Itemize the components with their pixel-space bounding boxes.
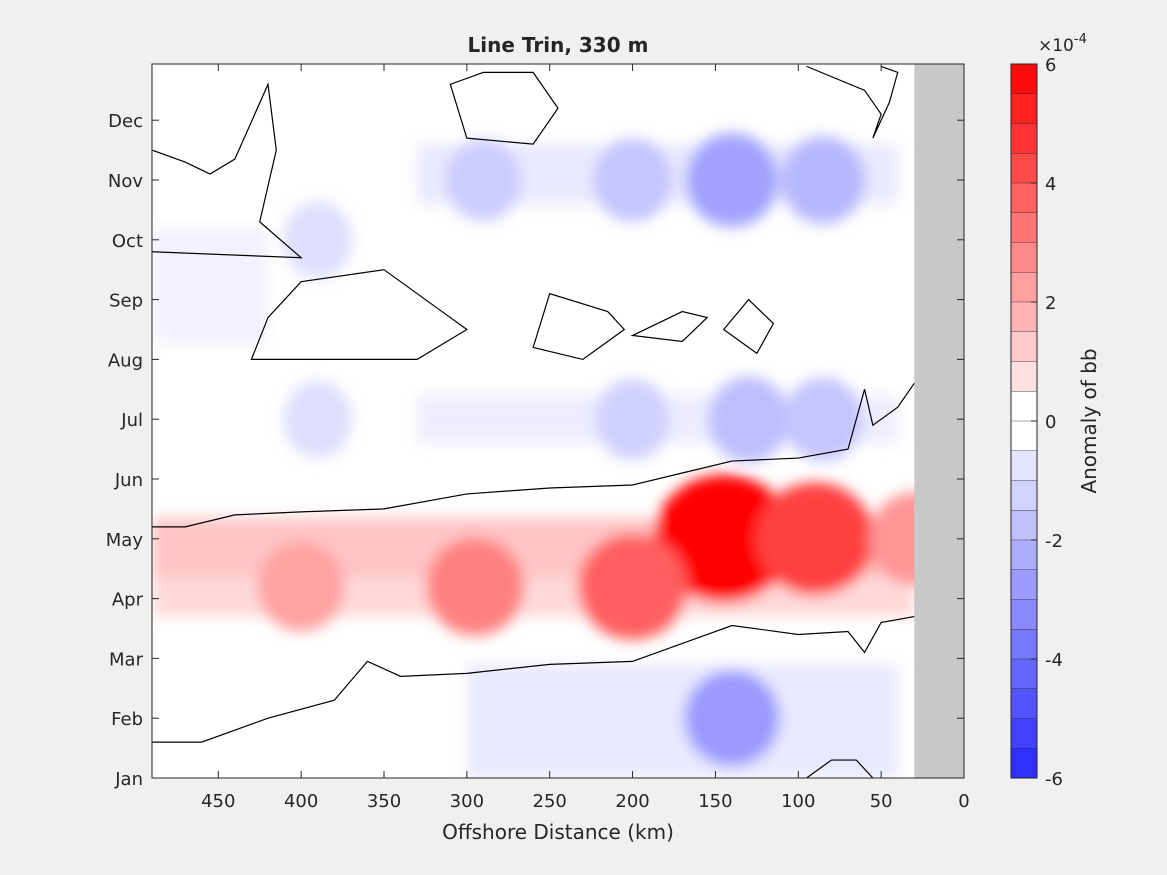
anomaly-blob — [283, 201, 353, 279]
zero-contour-line — [630, 310, 709, 343]
anomaly-blob — [445, 139, 522, 221]
colorbar-level — [1010, 272, 1038, 303]
colorbar-tick-label: 6 — [1045, 55, 1056, 76]
colorbar-level — [1010, 331, 1038, 362]
y-tick-label: Aug — [108, 350, 143, 371]
x-tick-label: 50 — [870, 791, 893, 812]
colorbar-level — [1010, 420, 1038, 452]
anomaly-blob — [595, 378, 670, 460]
colorbar-level — [1010, 450, 1038, 481]
x-tick-label: 150 — [698, 791, 732, 812]
colorbar-tick-label: -4 — [1045, 650, 1063, 671]
band-feb — [466, 664, 898, 778]
colorbar-label: Anomaly of bb — [1077, 348, 1101, 493]
zero-contour-line — [806, 759, 874, 778]
zero-contour-line — [722, 298, 775, 355]
x-axis-label: Offshore Distance (km) — [442, 820, 674, 844]
colorbar-level — [1010, 93, 1038, 124]
colorbar-level — [1010, 748, 1038, 779]
y-tick-label: Oct — [112, 231, 143, 252]
no-data-region — [914, 64, 964, 778]
x-tick-label: 450 — [201, 791, 235, 812]
x-axis: 450 400 350 300 250 200 150 100 50 0 — [201, 64, 970, 812]
y-tick-label: Feb — [111, 709, 143, 730]
zero-contour-line — [152, 615, 915, 743]
colorbar-level — [1010, 688, 1038, 719]
colorbar-level — [1010, 658, 1038, 690]
zero-contour-lines — [152, 65, 915, 778]
colorbar-level — [1010, 153, 1038, 184]
colorbar-tick-label: 2 — [1045, 293, 1056, 314]
x-tick-label: 400 — [284, 791, 318, 812]
chart-title: Line Trin, 330 m — [468, 33, 649, 57]
anomaly-blob — [707, 376, 790, 463]
colorbar-level — [1010, 480, 1038, 511]
anomaly-blob — [685, 133, 779, 227]
colorbar-tick-label: -6 — [1045, 769, 1063, 790]
y-tick-label: May — [106, 530, 144, 551]
colorbar-level — [1010, 599, 1038, 630]
anomaly-blob — [755, 482, 875, 596]
anomaly-blob — [653, 474, 794, 603]
colorbar-level — [1010, 123, 1038, 154]
x-tick-label: 200 — [615, 791, 649, 812]
colorbar-tick-label: -2 — [1045, 531, 1063, 552]
anomaly-blob — [684, 670, 780, 767]
anomaly-blob — [783, 377, 863, 462]
colorbar-level — [1010, 63, 1038, 95]
anomaly-blob — [781, 136, 866, 224]
zero-contour-line — [152, 382, 915, 528]
colorbar-level — [1010, 718, 1038, 749]
zero-contour-line — [806, 65, 899, 139]
colorbar-level — [1010, 539, 1038, 571]
zero-contour-line — [449, 71, 559, 145]
colorbar-level — [1010, 182, 1038, 214]
y-tick-label: Jul — [120, 410, 143, 431]
colorbar-level — [1010, 391, 1038, 422]
anomaly-blob — [577, 533, 688, 640]
colorbar-level — [1010, 212, 1038, 243]
y-tick-label: Jun — [114, 470, 143, 491]
anomaly-blob — [426, 537, 525, 636]
colorbar-level — [1010, 510, 1038, 541]
anomaly-blob — [283, 380, 353, 458]
y-tick-label: Jan — [114, 769, 143, 790]
y-axis: Jan Feb Mar Apr May Jun Jul Aug Sep Oct Nov Dec — [106, 111, 964, 790]
zero-contour-line — [532, 292, 626, 361]
y-tick-label: Mar — [109, 649, 144, 670]
x-tick-label: 250 — [533, 791, 567, 812]
anomaly-blob — [593, 138, 672, 222]
colorbar-level — [1010, 242, 1038, 273]
colorbar-tick-label: 0 — [1045, 412, 1056, 433]
y-tick-label: Apr — [112, 590, 144, 611]
colorbar-level — [1010, 361, 1038, 392]
colorbar-exponent: ×10-4 — [1038, 32, 1087, 56]
anomaly-blob — [257, 541, 345, 632]
colorbar: 6 4 2 0 -2 -4 -6 — [1010, 55, 1063, 790]
anomaly-blobs — [152, 133, 960, 778]
x-tick-label: 300 — [450, 791, 484, 812]
y-tick-label: Nov — [108, 171, 143, 192]
anomaly-field — [152, 133, 960, 778]
zero-contour-line — [152, 82, 303, 259]
colorbar-level — [1010, 569, 1038, 600]
plot-frame — [151, 63, 965, 779]
x-tick-label: 350 — [367, 791, 401, 812]
y-tick-label: Dec — [108, 111, 143, 132]
band-west — [152, 227, 268, 342]
colorbar-level — [1010, 301, 1038, 333]
colorbar-level — [1010, 629, 1038, 660]
y-tick-label: Sep — [109, 291, 143, 312]
colorbar-tick-label: 4 — [1045, 174, 1056, 195]
zero-contour-line — [250, 269, 468, 360]
x-tick-label: 100 — [781, 791, 815, 812]
x-tick-label: 0 — [958, 791, 969, 812]
